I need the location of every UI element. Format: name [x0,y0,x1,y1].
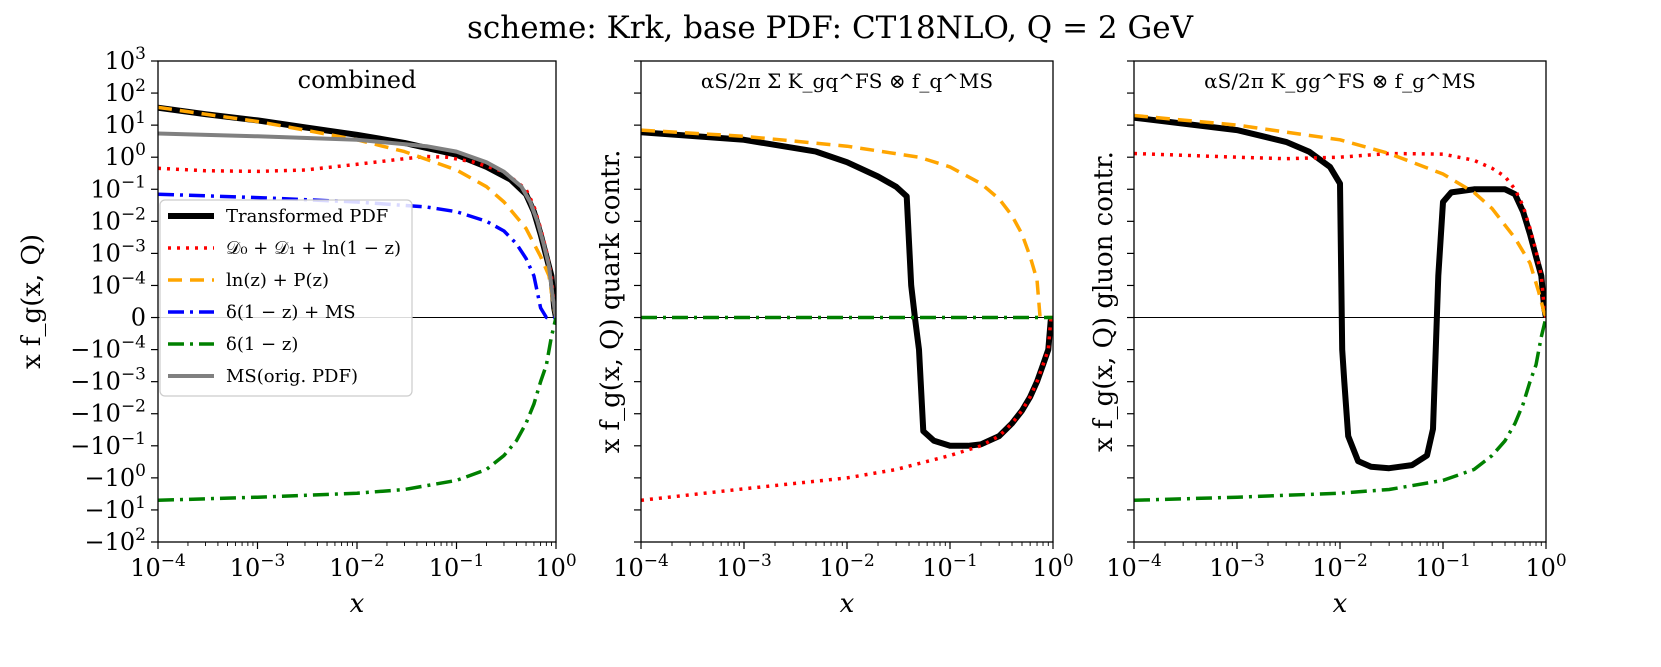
figure-title: scheme: Krk, base PDF: CT18NLO, Q = 2 Ge… [467,10,1194,46]
y-tick-label: −10−3 [70,365,146,396]
series-line-delta [1134,317,1546,503]
y-tick-label: −101 [85,493,146,524]
y-tick-label: 10−2 [90,204,146,235]
x-tick-label: 10−1 [1415,551,1471,582]
series-line-orig [158,131,556,318]
y-tick-label: 10−1 [90,172,146,203]
y-tick-label: 10−4 [90,268,146,299]
legend-label: 𝒟₀ + 𝒟₁ + ln(1 − z) [226,238,401,259]
x-tick-label: 100 [1032,551,1073,582]
y-axis-label: x f_g(x, Q) [17,234,47,369]
x-tick-label: 10−1 [922,551,978,582]
legend-label: δ(1 − z) + MS [226,302,356,323]
y-tick-label: −10−2 [70,397,146,428]
y-tick-label: 102 [105,76,146,107]
panel-2: 10−4 10−3 10−2 10−1 100 x x f_g(x, Q) quark co… [596,60,1074,619]
x-tick-label: 10−3 [716,551,772,582]
x-tick-label: 10−4 [130,551,186,582]
y-tick-label: 101 [105,108,146,139]
y-tick-label: 0 [131,304,146,332]
x-axis-label: x [1333,589,1348,619]
y-tick-label: −10−1 [70,429,146,460]
x-tick-label: 10−4 [1106,551,1162,582]
x-tick-label: 10−1 [429,551,485,582]
x-tick-label: 10−3 [1209,551,1265,582]
y-tick-label: −100 [85,461,146,492]
y-axis-label: x f_g(x, Q) gluon contr. [1089,151,1119,452]
y-tick-label: −10−4 [70,333,146,364]
y-axis-label: x f_g(x, Q) quark contr. [596,150,626,454]
series-line-transformed [1134,114,1546,472]
series-line-lnp [641,128,1053,320]
legend: Transformed PDF 𝒟₀ + 𝒟₁ + ln(1 − z) ln(z) … [159,199,413,397]
series-line-lnp [1134,113,1546,319]
y-tick-label: 103 [105,44,146,75]
y-tick-label: 100 [105,140,146,171]
legend-label: MS(orig. PDF) [226,366,358,387]
x-axis-label: x [350,589,365,619]
panel-1: 10310210110010−110−210−310−40−10−4−10−3−… [17,44,577,619]
x-tick-label: 10−2 [819,551,875,582]
series-line-plus [1134,151,1546,318]
panel-title: combined [298,66,417,94]
x-tick-label: 10−2 [329,551,385,582]
panel-3: 10−4 10−3 10−2 10−1 100 x x f_g(x, Q) gluon co… [1089,60,1567,619]
series-line-transformed [641,129,1053,449]
legend-label: δ(1 − z) [226,334,298,355]
x-tick-label: 10−4 [613,551,669,582]
legend-label: Transformed PDF [226,206,388,227]
x-tick-label: 100 [1525,551,1566,582]
x-tick-label: 10−2 [1312,551,1368,582]
series-line-lnp [158,105,556,318]
x-axis-label: x [840,589,855,619]
series-line-delta [158,317,556,503]
legend-label: ln(z) + P(z) [226,270,329,291]
panel-title: αS/2π Σ K_gq^FS ⊗ f_q^MS [701,69,993,93]
series-group [1134,113,1546,503]
y-tick-label: 10−3 [90,236,146,267]
panel-title: αS/2π K_gg^FS ⊗ f_g^MS [1204,69,1476,93]
x-tick-label: 100 [535,551,576,582]
y-tick-label: −102 [85,525,146,556]
axes-frame [640,60,1054,543]
series-group [641,128,1053,503]
legend-box [159,199,413,397]
x-tick-label: 10−3 [230,551,286,582]
series-line-plus [641,316,1053,503]
